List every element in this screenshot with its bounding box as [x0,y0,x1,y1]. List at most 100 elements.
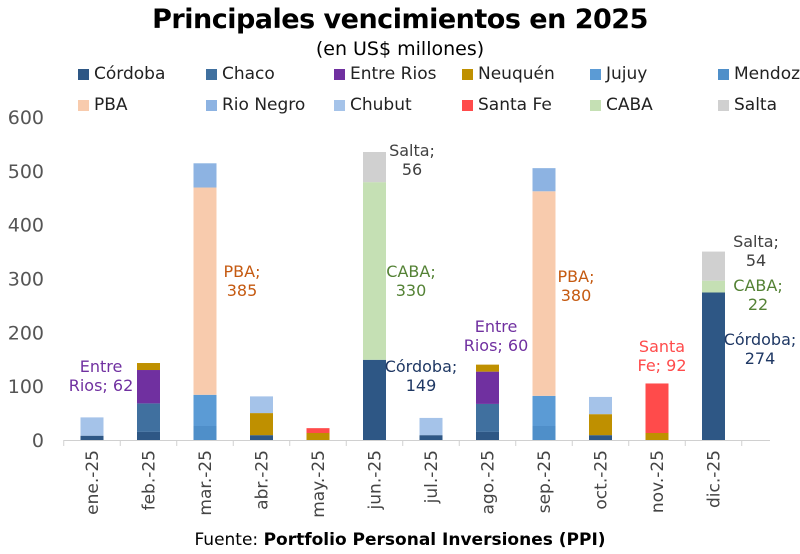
bar-cordoba [250,435,273,440]
legend-label: Chaco [222,64,275,84]
bar-neuquen [137,363,160,371]
y-tick-label: 300 [8,269,44,291]
bar-cordoba [589,435,612,440]
y-tick-label: 600 [8,107,44,129]
legend-label: CABA [606,95,653,115]
data-label: Salta; 54 [733,232,779,270]
legend-item-jujuy: Jujuy [590,64,718,84]
bar-cordoba [80,435,104,440]
bar-mendoza [193,426,217,440]
bar-santa-fe [645,383,669,434]
bar-rio-negro [193,163,217,188]
bar-cordoba [419,435,443,440]
legend-swatch [590,68,601,80]
legend-item-entre-rios: Entre Rios [334,64,462,84]
bar-chubut [589,396,612,415]
bar-mendoza [532,426,556,440]
legend-label: Salta [734,95,778,115]
legend-swatch [78,68,89,80]
bar-cordoba [476,431,499,440]
chart-title: Principales vencimientos en 2025 [152,4,648,35]
legend-swatch [334,99,345,111]
x-tick-label: jul.-25 [422,450,442,504]
data-label: CABA; 22 [733,276,782,314]
legend-label: Neuquén [478,64,555,84]
legend-item-santa-fe: Santa Fe [462,95,590,115]
legend-swatch [590,99,601,111]
x-tick-label: jun.-25 [366,450,386,510]
x-tick-label: nov.-25 [648,450,668,513]
x-tick-label: ene.-25 [83,450,103,515]
data-label: Entre Rios; 60 [464,317,529,355]
bar-cordoba [137,431,160,440]
bar-chaco [137,403,160,432]
chart-subtitle: (en US$ millones) [315,38,485,60]
bar-neuquen [645,433,669,440]
bar-chubut [250,396,273,414]
legend-item-salta: Salta [718,95,800,115]
y-tick-label: 100 [8,376,44,398]
legend-label: Jujuy [606,64,648,84]
legend-swatch [206,99,217,111]
x-tick-label: feb.-25 [140,450,160,510]
legend-label: PBA [94,95,128,115]
legend-swatch [462,99,473,111]
legend-swatch [334,68,345,80]
legend-label: Mendoza [734,64,800,84]
bar-chaco [476,403,499,432]
legend-swatch [78,99,89,111]
x-tick-label: sep.-25 [535,450,555,513]
legend-item-pba: PBA [78,95,206,115]
x-tick-label: oct.-25 [592,450,612,510]
legend-label: Chubut [350,95,412,115]
data-label: PBA; 380 [558,267,595,305]
bar-chubut [80,417,104,436]
x-tick-label: abr.-25 [253,450,273,510]
legend-item-chaco: Chaco [206,64,334,84]
x-tick-label: may.-25 [309,450,329,518]
legend-swatch [462,68,473,80]
source-label: Fuente: [194,530,264,550]
x-tick-label: mar.-25 [196,450,216,516]
legend-item-chubut: Chubut [334,95,462,115]
data-label: CABA; 330 [386,262,435,300]
y-tick-label: 200 [8,322,44,344]
x-tick-label: ago.-25 [479,450,499,514]
data-label: Salta; 56 [389,141,435,179]
bar-jujuy [532,395,556,427]
data-label: PBA; 385 [224,262,261,300]
bar-chubut [419,417,443,436]
bar-salta [702,251,725,281]
legend-label: Córdoba [94,64,166,84]
legend-item-caba: CABA [590,95,718,115]
data-label: Córdoba; 149 [385,357,458,395]
legend-item-cordoba: Córdoba [78,64,206,84]
bar-santa-fe [306,428,330,434]
legend-label: Entre Rios [350,64,437,84]
legend-item-mendoza: Mendoza [718,64,800,84]
bar-caba [363,182,386,360]
source-name: Portfolio Personal Inversiones (PPI) [263,530,606,550]
data-label: Córdoba; 274 [724,330,797,368]
legend-label: Rio Negro [222,95,306,115]
bar-entre-rios [476,371,499,404]
legend-item-rio-negro: Rio Negro [206,95,334,115]
legend-swatch [718,99,729,111]
legend: Córdoba Chaco Entre Rios Neuquén Jujuy Mendoz… [78,64,800,115]
y-tick-label: 0 [32,430,44,452]
bar-caba [702,280,725,293]
legend-label: Santa Fe [478,95,552,115]
legend-item-neuquen: Neuquén [462,64,590,84]
bar-neuquen [476,364,499,372]
legend-swatch [718,68,729,80]
legend-swatch [206,68,217,80]
bar-salta [363,151,386,183]
data-label: Santa Fe; 92 [637,337,686,375]
data-label: Entre Rios; 62 [69,357,134,395]
bar-neuquen [250,413,273,436]
bar-jujuy [193,394,217,427]
bar-cordoba [363,359,386,440]
bar-pba [193,187,217,395]
y-tick-label: 500 [8,161,44,183]
